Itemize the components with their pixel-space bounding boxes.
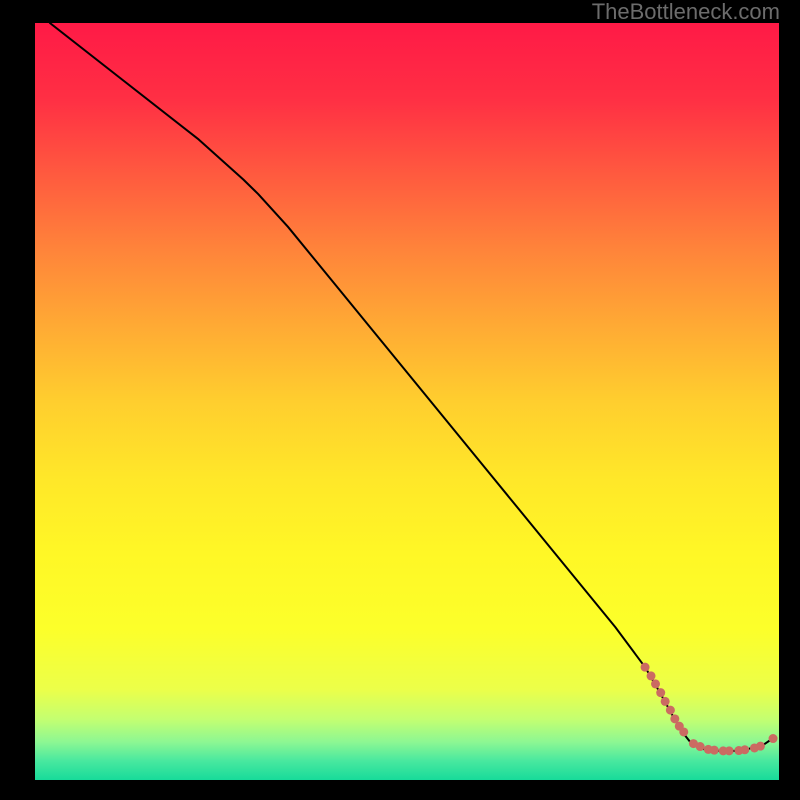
gradient-background xyxy=(35,23,779,780)
scatter-point xyxy=(647,671,656,680)
scatter-point xyxy=(725,746,734,755)
scatter-point xyxy=(641,663,650,672)
scatter-point xyxy=(696,742,705,751)
scatter-point xyxy=(661,697,670,706)
scatter-point xyxy=(769,734,778,743)
plot-svg xyxy=(35,23,779,780)
plot-area xyxy=(35,23,779,780)
scatter-point xyxy=(666,706,675,715)
scatter-point xyxy=(756,742,765,751)
scatter-point xyxy=(651,679,660,688)
scatter-point xyxy=(679,727,688,736)
scatter-point xyxy=(656,688,665,697)
chart-frame: TheBottleneck.com xyxy=(0,0,800,800)
scatter-point xyxy=(740,745,749,754)
scatter-point xyxy=(710,746,719,755)
watermark-text: TheBottleneck.com xyxy=(592,0,780,25)
